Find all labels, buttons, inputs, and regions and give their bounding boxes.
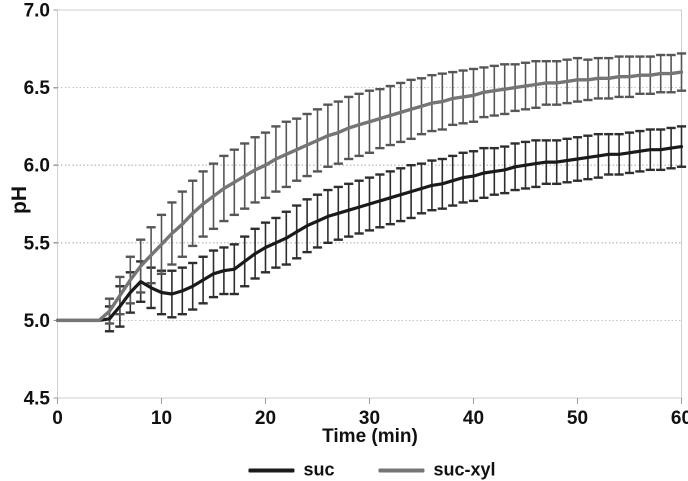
series-suc-xyl-line (55, 70, 684, 323)
legend-label-suc-xyl: suc-xyl (433, 459, 496, 480)
legend: suc suc-xyl (248, 459, 496, 481)
y-tick-labels: 7.0 6.5 6.0 5.5 5.0 4.5 (24, 1, 51, 410)
svg-text:20: 20 (255, 408, 276, 429)
svg-text:6.5: 6.5 (24, 78, 51, 99)
suc-xyl-line-swatch (378, 468, 425, 472)
svg-text:4.5: 4.5 (24, 389, 51, 410)
svg-text:5.0: 5.0 (24, 311, 50, 332)
legend-item-suc: suc (248, 460, 334, 481)
svg-text:7.0: 7.0 (24, 1, 50, 22)
tick-marks (53, 9, 683, 404)
x-tick-labels: 0 10 20 30 40 50 60 (52, 408, 688, 429)
suc-line-swatch (248, 468, 295, 472)
svg-text:30: 30 (359, 408, 380, 429)
svg-text:10: 10 (151, 408, 172, 429)
legend-item-suc-xyl: suc-xyl (378, 459, 496, 481)
x-axis-title: Time (min) (322, 426, 418, 447)
svg-text:60: 60 (671, 408, 688, 429)
series-suc-line (55, 145, 684, 322)
svg-text:40: 40 (463, 408, 484, 429)
svg-text:5.5: 5.5 (24, 233, 51, 254)
svg-text:0: 0 (52, 408, 63, 429)
svg-text:6.0: 6.0 (24, 156, 50, 177)
y-axis-title: pH (8, 186, 31, 214)
svg-text:50: 50 (567, 408, 588, 429)
legend-label-suc: suc (303, 459, 335, 480)
